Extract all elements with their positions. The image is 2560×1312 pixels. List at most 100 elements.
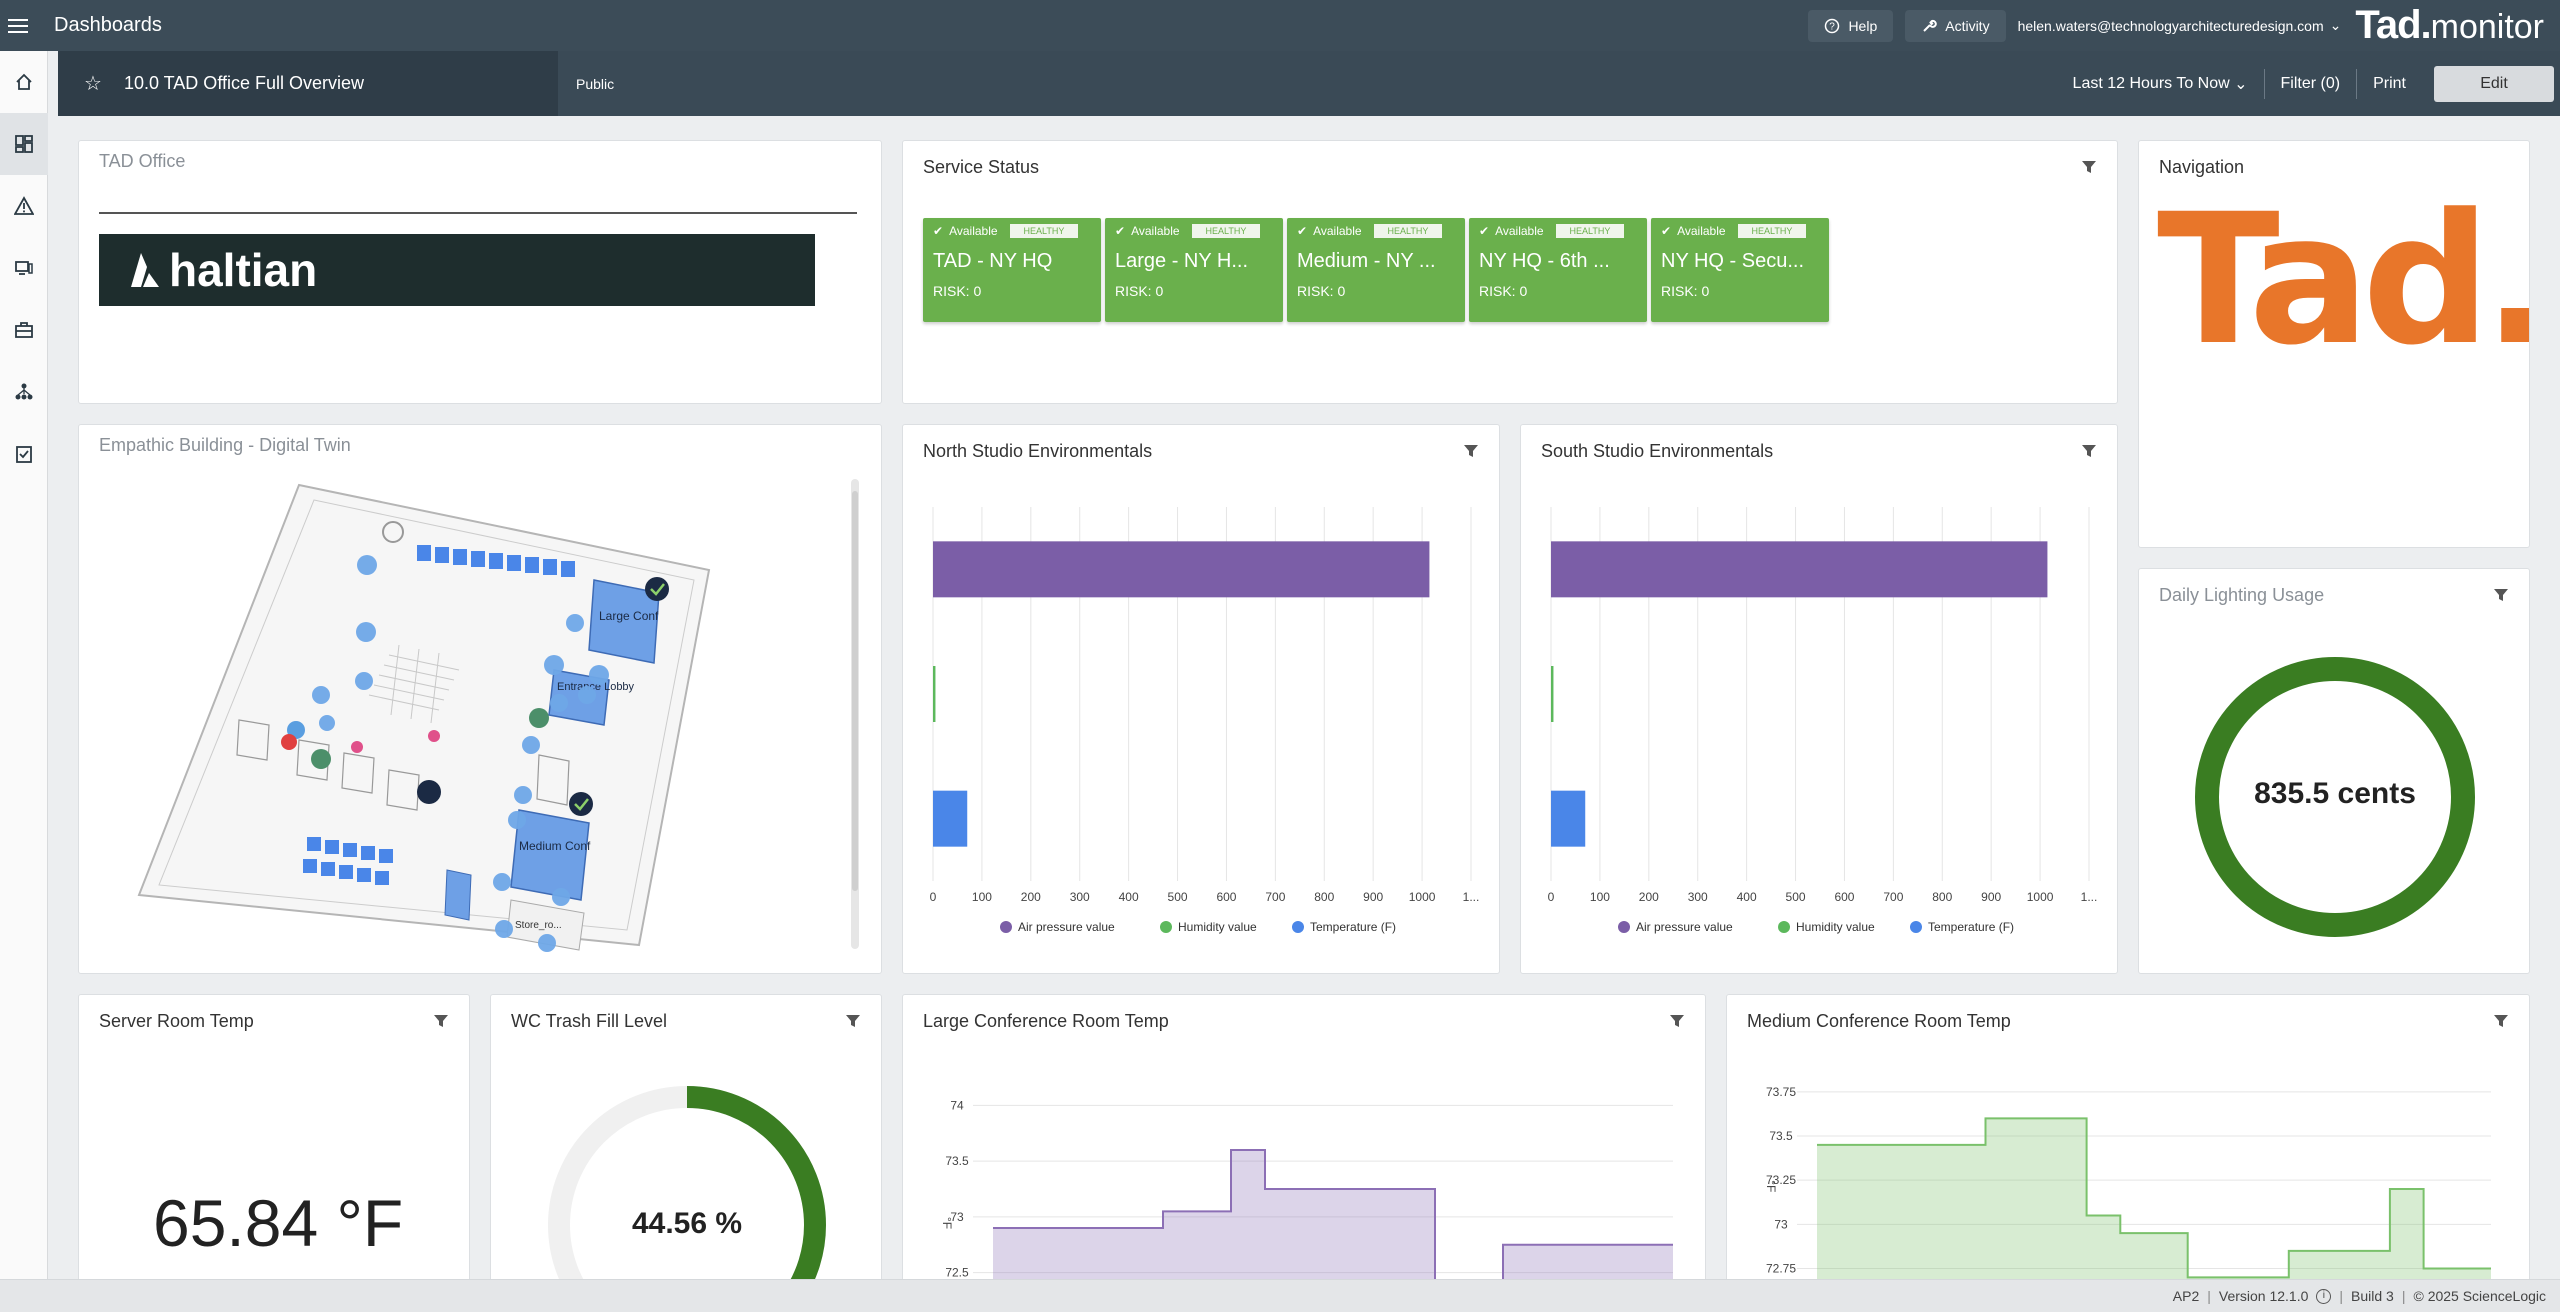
bar <box>1551 666 1554 722</box>
service-tile[interactable]: ✔ Available HEALTHY Large - NY H... RISK: 0 <box>1105 218 1283 322</box>
favorite-star-icon[interactable]: ☆ <box>84 73 102 95</box>
service-name: TAD - NY HQ <box>933 250 1053 272</box>
x-tick-label: 500 <box>1786 890 1806 904</box>
service-status-text: Available <box>1677 224 1726 238</box>
floor-plan[interactable]: Large Conf Entrance Lobby Medium Conf St… <box>99 475 839 965</box>
nav-run-book[interactable] <box>0 423 48 485</box>
service-tile[interactable]: ✔ Available HEALTHY NY HQ - 6th ... RISK: 0 <box>1469 218 1647 322</box>
health-badge: HEALTHY <box>1009 224 1079 238</box>
wrench-icon <box>1923 19 1937 32</box>
nav-dashboards[interactable] <box>0 113 48 175</box>
devices-icon <box>15 261 33 275</box>
filter-icon[interactable] <box>1463 443 1479 459</box>
legend-label: Temperature (F) <box>1928 920 2014 934</box>
filter-icon[interactable] <box>845 1013 861 1029</box>
widget-tad-office: TAD Office haltian <box>78 140 882 404</box>
footer-copyright: © 2025 ScienceLogic <box>2413 1288 2546 1304</box>
x-tick-label: 800 <box>1932 890 1952 904</box>
legend-swatch <box>1910 921 1922 933</box>
check-icon: ✔ <box>933 224 944 238</box>
y-tick-label: 73.75 <box>1766 1085 1796 1099</box>
widget-medium-conf: Medium Conference Room Temp 73.75 73.5 73.… <box>1726 994 2530 1284</box>
bar <box>933 790 968 847</box>
widget-title: Large Conference Room Temp <box>923 1011 1169 1031</box>
x-tick-label: 600 <box>1216 890 1236 904</box>
service-name: Medium - NY ... <box>1297 250 1436 272</box>
hamburger-menu-icon[interactable] <box>0 0 36 51</box>
footer: AP2 | Version 12.1.0 i | Build 3 | © 2025 … <box>0 1279 2560 1312</box>
legend-label: Temperature (F) <box>1310 920 1396 934</box>
info-icon[interactable]: i <box>2316 1288 2332 1304</box>
service-tile[interactable]: ✔ Available HEALTHY Medium - NY ... RISK: 0 <box>1287 218 1465 322</box>
x-tick-label: 0 <box>930 890 937 904</box>
room-label: Large Conf <box>599 609 659 623</box>
nav-events[interactable] <box>0 175 48 237</box>
dashboard-title: 10.0 TAD Office Full Overview <box>123 73 365 93</box>
widget-title: WC Trash Fill Level <box>511 1011 668 1031</box>
y-tick-label: 72.5 <box>945 1266 969 1280</box>
health-badge: HEALTHY <box>1191 224 1261 238</box>
series-area <box>1817 1118 2491 1283</box>
x-tick-label: 200 <box>1021 890 1041 904</box>
service-tile[interactable]: ✔ Available HEALTHY NY HQ - Secu... RISK: 0 <box>1651 218 1829 322</box>
trash-gauge <box>548 1086 826 1283</box>
x-tick-label: 700 <box>1265 890 1285 904</box>
filter-icon[interactable] <box>433 1013 449 1029</box>
footer-instance: AP2 <box>2172 1288 2200 1304</box>
filter-icon[interactable] <box>2493 1013 2509 1029</box>
room-label: Store_ro... <box>515 920 562 931</box>
filter-button[interactable]: Filter (0) <box>2265 68 2358 99</box>
haltian-logo: haltian <box>99 234 815 306</box>
legend-label: Humidity value <box>1178 920 1257 934</box>
lighting-value: 835.5 cents <box>2254 777 2416 810</box>
footer-version: Version 12.1.0 <box>2218 1288 2309 1304</box>
activity-button[interactable]: Activity <box>1905 9 2006 42</box>
user-email: helen.waters@technologyarchitecturedesig… <box>2017 17 2324 34</box>
filter-icon[interactable] <box>2081 159 2097 175</box>
nav-business-services[interactable] <box>0 299 48 361</box>
help-label: Help <box>1848 17 1878 34</box>
filter-icon[interactable] <box>2493 587 2509 603</box>
filter-icon[interactable] <box>1669 1013 1685 1029</box>
service-status-text: Available <box>1495 224 1544 238</box>
widget-title: Service Status <box>923 157 1040 177</box>
x-tick-label: 300 <box>1070 890 1090 904</box>
widget-title: Empathic Building - Digital Twin <box>99 435 351 455</box>
x-tick-label: 800 <box>1314 890 1334 904</box>
legend-swatch <box>1292 921 1304 933</box>
checklist-icon <box>16 446 32 463</box>
bar-chart: 0 100 200 300 400 500 600 700 800 900 1000 1... Air … <box>1548 507 2097 934</box>
service-status-text: Available <box>1313 224 1362 238</box>
filter-icon[interactable] <box>2081 443 2097 459</box>
x-tick-label: 600 <box>1834 890 1854 904</box>
user-menu[interactable]: helen.waters@technologyarchitecturedesig… <box>2018 17 2342 34</box>
app-title: Dashboards <box>54 14 162 36</box>
service-risk: RISK: 0 <box>1115 283 1164 299</box>
bar <box>933 666 936 722</box>
tad-logo[interactable]: Tad. <box>2157 176 2530 385</box>
top-bar: Dashboards ? Help Activity helen.waters@… <box>0 0 2560 51</box>
print-button[interactable]: Print <box>2373 74 2406 92</box>
nav-devices[interactable] <box>0 237 48 299</box>
dashboard-header: ☆ 10.0 TAD Office Full Overview Public L… <box>58 51 2560 116</box>
trash-value: 44.56 % <box>631 1207 743 1240</box>
widget-server-room: Server Room Temp 65.84 °F <box>78 994 470 1284</box>
x-tick-label: 500 <box>1168 890 1188 904</box>
divider <box>99 212 857 214</box>
nav-topology[interactable] <box>0 361 48 423</box>
scrollbar[interactable] <box>851 479 859 949</box>
service-risk: RISK: 0 <box>1479 283 1528 299</box>
help-button[interactable]: ? Help <box>1808 9 1894 42</box>
x-tick-label: 700 <box>1883 890 1903 904</box>
home-icon <box>16 73 32 90</box>
y-axis-label: °F <box>1764 1180 1778 1192</box>
x-tick-label: 400 <box>1737 890 1757 904</box>
widget-title: TAD Office <box>99 151 186 171</box>
service-tile[interactable]: ✔ Available HEALTHY TAD - NY HQ RISK: 0 <box>923 218 1101 322</box>
check-icon: ✔ <box>1479 224 1490 238</box>
time-range-selector[interactable]: Last 12 Hours To Now ⌄ <box>2057 68 2265 99</box>
edit-button[interactable]: Edit <box>2434 65 2554 102</box>
nav-home[interactable] <box>0 51 48 113</box>
y-tick-label: 72.75 <box>1766 1262 1796 1276</box>
tad-monitor-logo: Tad.monitor <box>2355 3 2544 47</box>
